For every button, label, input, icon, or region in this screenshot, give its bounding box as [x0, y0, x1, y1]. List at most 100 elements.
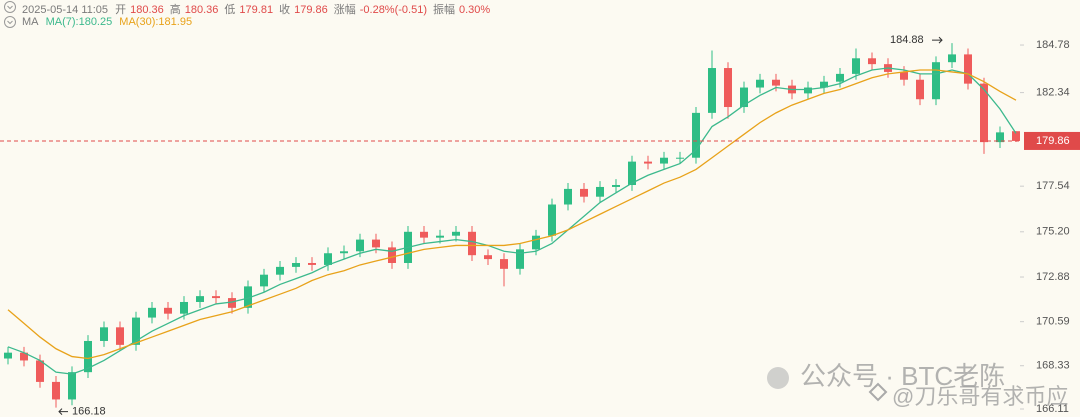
candle-body: [276, 266, 284, 275]
candle-body: [836, 73, 844, 82]
ohlc-value: 180.36: [130, 4, 164, 16]
chevron: [7, 5, 13, 10]
candle-body: [340, 251, 348, 254]
legend-entry: MA(7)180.25: [46, 16, 113, 28]
candle-body: [196, 296, 204, 302]
ohlc-header: 2025-05-14 11:05 开 180.36 高 180.36 低 179.81 收 1…: [22, 1, 500, 17]
candle-body: [676, 157, 684, 159]
y-tick-label: 175.20: [1036, 226, 1070, 238]
candle-body: [532, 235, 540, 250]
candle-body: [756, 79, 764, 88]
candle-body: [244, 286, 252, 308]
ma-line: [7, 67, 1017, 375]
watermark-icon: [868, 382, 888, 402]
candle-body: [724, 68, 732, 108]
candle-body: [356, 239, 364, 252]
candle-body: [292, 262, 300, 267]
last-price-label: 179.86: [1036, 135, 1070, 147]
candle-body: [484, 255, 492, 260]
y-tick-label: 177.54: [1036, 180, 1070, 192]
candle-body: [4, 352, 12, 359]
indicator-name: MA: [22, 16, 39, 28]
ohlc-value: 180.36: [184, 4, 219, 16]
ohlc-label: 开: [115, 4, 127, 16]
legend-name: MA(7): [46, 16, 79, 28]
candle-body: [372, 239, 380, 248]
ma-line: [7, 69, 1017, 360]
candle-body: [516, 249, 524, 269]
candle-body: [548, 204, 556, 236]
legend-name: MA(30): [119, 16, 158, 28]
candle-body: [68, 372, 76, 400]
candle-body: [388, 247, 396, 263]
candle-body: [820, 81, 828, 88]
watermark: @刀乐哥有求币应: [892, 384, 1068, 409]
candle-body: [868, 58, 876, 65]
candle-body: [228, 298, 236, 308]
candle-body: [308, 262, 316, 265]
collapse-icon[interactable]: [4, 1, 16, 13]
candle-body: [452, 231, 460, 236]
candle-body: [948, 54, 956, 63]
ma-legend: MA MA(7)180.25 MA(30)181.95: [22, 16, 196, 28]
candle-body: [692, 112, 700, 158]
candle-body: [932, 62, 940, 100]
candle-body: [804, 87, 812, 94]
ohlc-label: 高: [169, 4, 181, 16]
candle-body: [260, 274, 268, 287]
ohlc-value: 179.86: [294, 4, 328, 16]
candle-body: [500, 259, 508, 269]
candle-body: [84, 340, 92, 373]
candle-body: [996, 132, 1004, 143]
y-tick-label: 170.59: [1036, 316, 1070, 328]
ohlc-label: 涨幅: [333, 4, 356, 16]
candle-body: [740, 87, 748, 108]
candle-body: [116, 327, 124, 345]
watermark-icon: [767, 367, 789, 389]
legend-value: 181.95: [158, 16, 193, 28]
candle-body: [420, 231, 428, 238]
collapse-icon[interactable]: [4, 16, 16, 28]
candle-body: [180, 301, 188, 314]
y-tick-label: 166.11: [1036, 403, 1069, 415]
max-marker: 184.88: [890, 34, 924, 46]
candle-body: [148, 307, 156, 318]
ohlc-label: 收: [279, 4, 291, 16]
candle-body: [964, 54, 972, 84]
y-tick-label: 168.33: [1036, 360, 1070, 372]
chevron: [7, 20, 13, 25]
candle-body: [580, 188, 588, 197]
candle-body: [164, 307, 172, 314]
candle-body: [708, 68, 716, 113]
y-tick-label: 184.78: [1036, 39, 1070, 51]
candle-body: [132, 317, 140, 345]
datetime: 2025-05-14 11:05: [22, 4, 109, 16]
ohlc-label: 振幅: [433, 4, 455, 16]
candle-body: [324, 253, 332, 265]
candle-body: [52, 381, 60, 400]
candle-body: [980, 83, 988, 143]
candle-body: [628, 161, 636, 186]
candle-body: [612, 185, 620, 187]
candle-body: [900, 71, 908, 80]
ohlc-value: 0.30%: [459, 4, 491, 16]
candle-body: [468, 231, 476, 256]
watermark: 公众号 · BTC老陈: [800, 361, 1005, 391]
y-tick-label: 182.34: [1036, 87, 1070, 99]
min-marker: 166.18: [72, 406, 106, 417]
candle-body: [212, 296, 220, 299]
marker-arrow: [58, 408, 68, 415]
candle-body: [36, 360, 44, 382]
candle-body: [772, 79, 780, 86]
legend-entry: MA(30)181.95: [119, 16, 192, 28]
ohlc-value: -0.28%(-0.51): [359, 4, 427, 16]
legend-value: 180.25: [78, 16, 113, 28]
candle-body: [852, 58, 860, 74]
candle-body: [100, 327, 108, 341]
ohlc-value: 179.81: [239, 4, 274, 16]
candle-body: [644, 161, 652, 164]
y-tick-label: 172.88: [1036, 271, 1070, 283]
candle-body: [1012, 131, 1020, 141]
